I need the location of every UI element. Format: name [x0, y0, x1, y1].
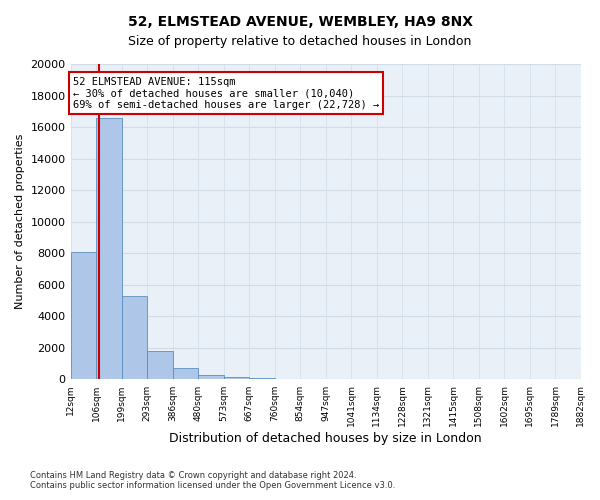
Bar [173, 368, 198, 380]
Text: Size of property relative to detached houses in London: Size of property relative to detached ho… [128, 35, 472, 48]
Bar [147, 351, 173, 380]
Bar [224, 376, 249, 380]
Bar [122, 296, 147, 380]
Bar [71, 252, 96, 380]
Text: 52, ELMSTEAD AVENUE, WEMBLEY, HA9 8NX: 52, ELMSTEAD AVENUE, WEMBLEY, HA9 8NX [128, 15, 473, 29]
Bar [198, 374, 224, 380]
X-axis label: Distribution of detached houses by size in London: Distribution of detached houses by size … [169, 432, 482, 445]
Text: 52 ELMSTEAD AVENUE: 115sqm
← 30% of detached houses are smaller (10,040)
69% of : 52 ELMSTEAD AVENUE: 115sqm ← 30% of deta… [73, 76, 379, 110]
Bar [96, 118, 122, 380]
Text: Contains HM Land Registry data © Crown copyright and database right 2024.
Contai: Contains HM Land Registry data © Crown c… [30, 470, 395, 490]
Y-axis label: Number of detached properties: Number of detached properties [15, 134, 25, 310]
Bar [249, 378, 275, 380]
